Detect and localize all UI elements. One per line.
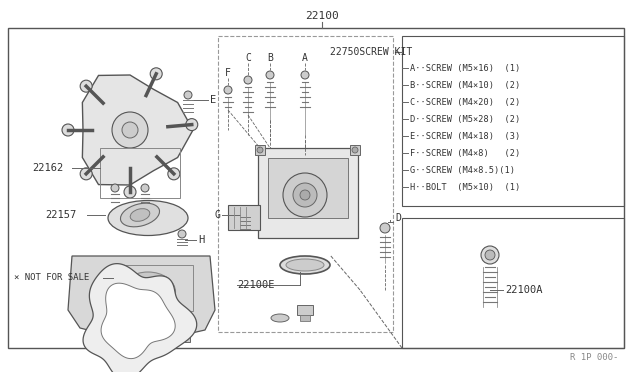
Bar <box>255 145 265 155</box>
Circle shape <box>178 230 186 238</box>
Bar <box>228 205 260 230</box>
Circle shape <box>485 250 495 260</box>
Bar <box>402 36 624 206</box>
Text: B··SCREW (M4×10)  (2): B··SCREW (M4×10) (2) <box>410 80 520 90</box>
Ellipse shape <box>271 314 289 322</box>
Bar <box>113 265 193 311</box>
Text: A··SCREW (M5×16)  (1): A··SCREW (M5×16) (1) <box>410 64 520 73</box>
Circle shape <box>122 122 138 138</box>
Circle shape <box>240 206 248 214</box>
Text: C: C <box>245 53 251 63</box>
Circle shape <box>481 246 499 264</box>
Text: H··BOLT  (M5×10)  (1): H··BOLT (M5×10) (1) <box>410 183 520 192</box>
Text: D: D <box>395 213 401 223</box>
Circle shape <box>80 80 92 92</box>
Text: 22100: 22100 <box>305 11 339 21</box>
Bar <box>350 145 360 155</box>
Polygon shape <box>83 264 196 372</box>
Text: G··SCREW (M4×8.5)(1): G··SCREW (M4×8.5)(1) <box>410 166 515 174</box>
Bar <box>168 328 190 342</box>
Circle shape <box>283 173 327 217</box>
Circle shape <box>257 147 263 153</box>
Text: A: A <box>302 53 308 63</box>
Text: F: F <box>225 68 231 78</box>
Text: 22157: 22157 <box>45 210 76 220</box>
Circle shape <box>124 186 136 198</box>
Circle shape <box>186 119 198 131</box>
Text: C··SCREW (M4×20)  (2): C··SCREW (M4×20) (2) <box>410 97 520 106</box>
Text: H: H <box>198 235 204 245</box>
Circle shape <box>112 112 148 148</box>
Bar <box>100 148 180 198</box>
Circle shape <box>224 86 232 94</box>
Text: F··SCREW (M4×8)   (2): F··SCREW (M4×8) (2) <box>410 148 520 157</box>
Polygon shape <box>68 256 215 338</box>
Circle shape <box>111 184 119 192</box>
Text: 22750SCREW KIT: 22750SCREW KIT <box>330 47 412 57</box>
Text: 22100E: 22100E <box>237 280 275 290</box>
Bar <box>300 315 310 321</box>
Text: 22100A: 22100A <box>505 285 543 295</box>
Circle shape <box>150 68 162 80</box>
Ellipse shape <box>120 203 159 227</box>
Circle shape <box>62 124 74 136</box>
Text: 22162: 22162 <box>32 163 63 173</box>
Polygon shape <box>101 283 175 359</box>
Circle shape <box>352 147 358 153</box>
Circle shape <box>168 168 180 180</box>
Text: G: G <box>214 210 220 220</box>
Circle shape <box>244 76 252 84</box>
Circle shape <box>380 223 390 233</box>
Ellipse shape <box>108 201 188 235</box>
Ellipse shape <box>120 272 175 312</box>
Ellipse shape <box>280 256 330 274</box>
Text: E: E <box>210 95 216 105</box>
Bar <box>297 305 313 315</box>
Bar <box>8 28 624 348</box>
Circle shape <box>141 184 149 192</box>
Text: × NOT FOR SALE: × NOT FOR SALE <box>14 273 89 282</box>
Bar <box>218 36 393 332</box>
Ellipse shape <box>286 259 324 271</box>
Circle shape <box>266 71 274 79</box>
Circle shape <box>184 91 192 99</box>
Text: R 1P 000-: R 1P 000- <box>570 353 618 362</box>
Bar <box>258 148 358 238</box>
Circle shape <box>293 183 317 207</box>
Bar <box>402 218 624 348</box>
Text: E··SCREW (M4×18)  (3): E··SCREW (M4×18) (3) <box>410 131 520 141</box>
Bar <box>268 158 348 218</box>
Ellipse shape <box>134 282 162 302</box>
Circle shape <box>300 190 310 200</box>
Ellipse shape <box>130 209 150 221</box>
Circle shape <box>80 168 92 180</box>
Circle shape <box>301 71 309 79</box>
Text: D··SCREW (M5×28)  (2): D··SCREW (M5×28) (2) <box>410 115 520 124</box>
Polygon shape <box>83 75 193 185</box>
Text: B: B <box>267 53 273 63</box>
